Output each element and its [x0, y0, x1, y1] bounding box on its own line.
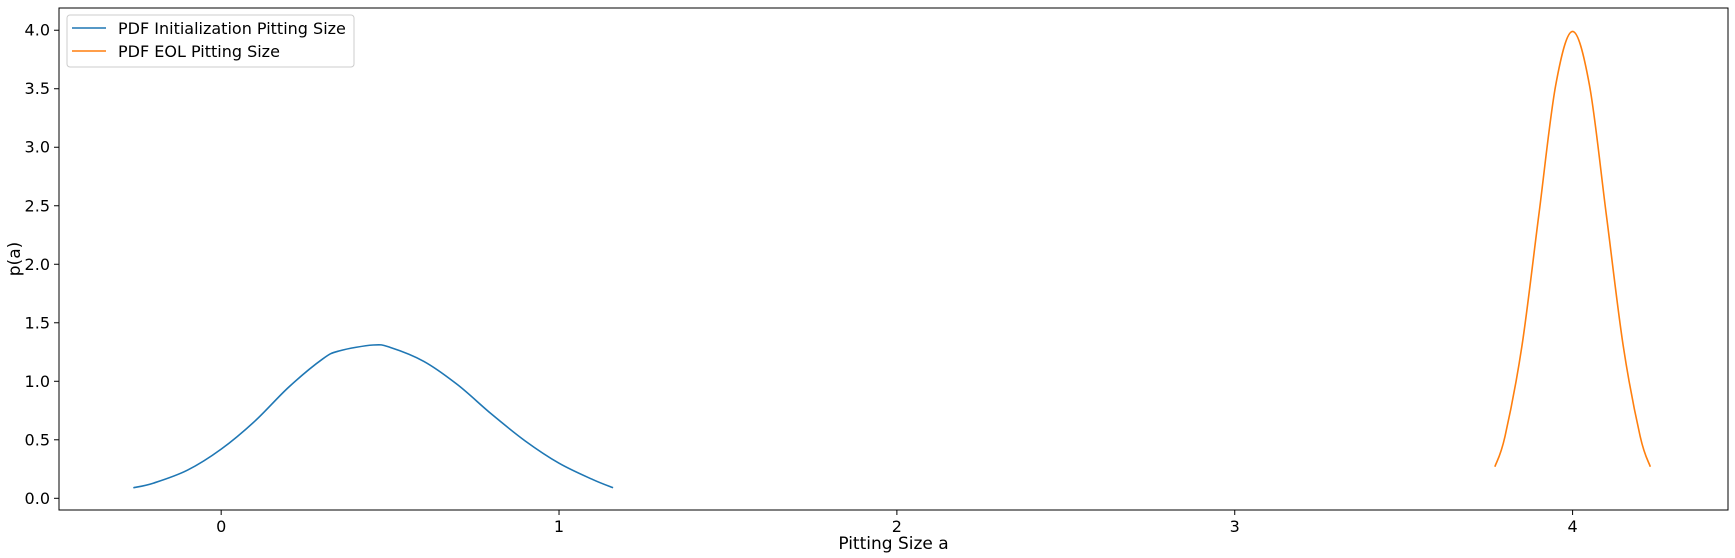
y-tick-label: 1.0	[25, 372, 50, 391]
x-tick-label: 4	[1567, 517, 1577, 536]
y-tick-label: 0.0	[25, 489, 50, 508]
legend-box	[66, 14, 355, 68]
axis-ticks: 0 1 2 3 4 0.0 0.5 1.0 1.5 2.0 2.5 3.0 3.5 4.0	[25, 21, 1578, 536]
x-tick-label: 0	[216, 517, 226, 536]
plot-frame	[58, 7, 1729, 511]
y-tick-label: 3.5	[25, 79, 50, 98]
y-tick-label: 4.0	[25, 21, 50, 40]
y-tick-label: 3.0	[25, 138, 50, 157]
legend-label-initialization: PDF Initialization Pitting Size	[118, 19, 346, 38]
x-axis-label: Pitting Size a	[838, 534, 948, 554]
y-tick-label: 1.5	[25, 313, 50, 332]
y-tick-label: 2.5	[25, 196, 50, 215]
y-tick-label: 2.0	[25, 255, 50, 274]
x-tick-label: 1	[554, 517, 564, 536]
series-lines	[133, 30, 1652, 489]
series-line-0	[133, 343, 614, 489]
x-tick-label: 3	[1230, 517, 1240, 536]
legend: PDF Initialization Pitting Size PDF EOL …	[66, 14, 355, 68]
legend-label-eol: PDF EOL Pitting Size	[118, 42, 280, 61]
series-line-1	[1494, 30, 1652, 467]
y-axis-label: p(a)	[5, 242, 25, 276]
x-tick-label: 2	[892, 517, 902, 536]
y-tick-label: 0.5	[25, 430, 50, 449]
